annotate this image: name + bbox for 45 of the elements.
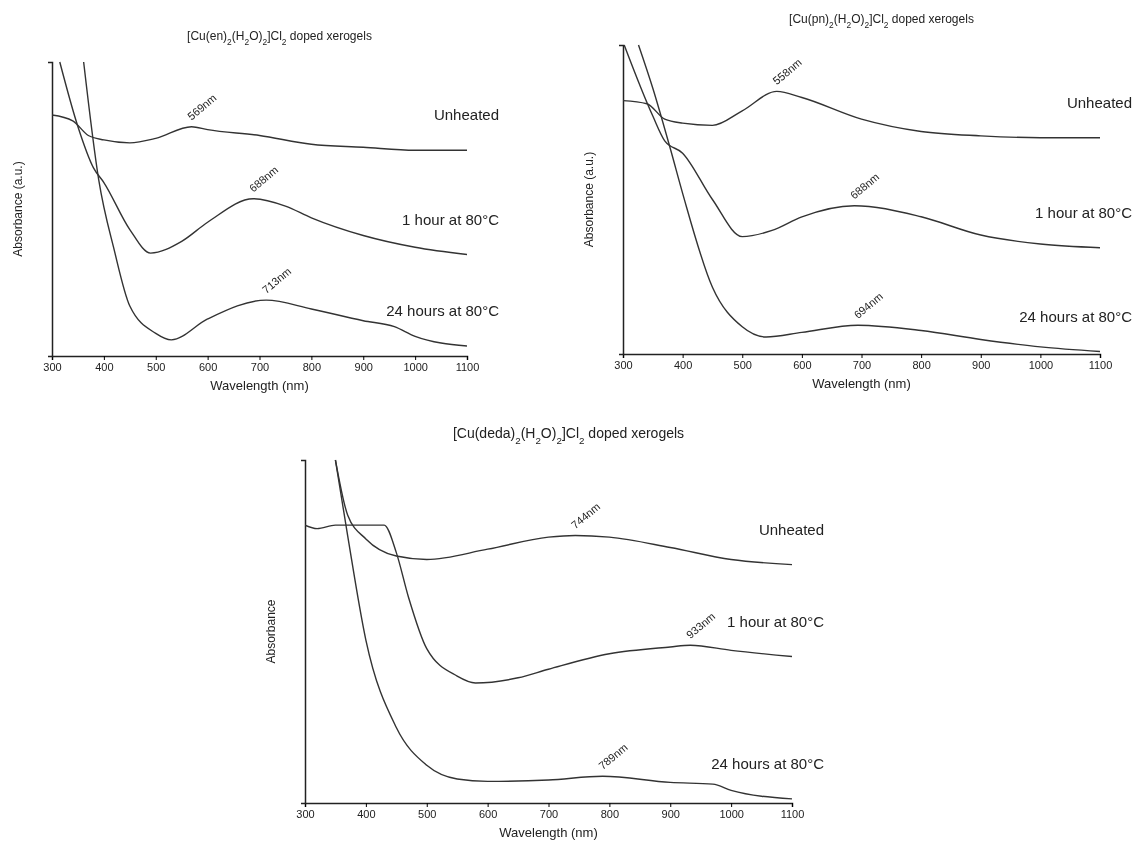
x-axis-title: Wavelength (nm) [812,376,911,391]
x-axis-title: Wavelength (nm) [210,378,309,393]
x-tick-label: 800 [912,358,931,371]
series-label: Unheated [758,520,824,538]
y-axis-title: Absorbance (a.u.) [11,161,25,257]
chart-title: [Cu(en)$_{2}$(H$_{2}$O)$_{2}$]Cl$_{2}$ doped xerogels [187,29,372,47]
x-tick-label: 900 [972,358,991,371]
series-label: Unheated [1066,93,1132,111]
x-tick-label: 400 [95,360,114,373]
x-tick-label: 1100 [780,807,805,820]
series-label: Unheated [433,106,499,124]
x-tick-label: 900 [661,807,680,820]
series-label: 24 hours at 80°C [1019,307,1133,325]
x-tick-label: 700 [539,807,559,820]
x-tick-label: 400 [357,807,376,820]
x-tick-label: 600 [793,358,812,371]
x-axis-title: Wavelength (nm) [499,825,598,840]
x-tick-label: 1100 [1088,358,1113,371]
series-label: 1 hour at 80°C [727,612,825,630]
x-tick-label: 1100 [455,360,480,373]
x-tick-label: 300 [43,360,62,373]
x-tick-label: 500 [733,358,752,371]
x-tick-label: 700 [250,360,270,373]
series-label: 24 hours at 80°C [386,302,500,319]
y-axis-title: Absorbance [264,599,278,664]
series-label: 1 hour at 80°C [402,210,500,228]
x-tick-label: 500 [147,360,166,373]
y-axis-title: Absorbance (a.u.) [582,151,596,248]
x-tick-label: 1000 [403,360,428,373]
chart-title: [Cu(pn)$_{2}$(H$_{2}$O)$_{2}$]Cl$_{2}$ doped xerogels [789,12,974,30]
x-tick-label: 600 [198,360,218,373]
x-tick-label: 400 [673,358,693,371]
chart-title: [Cu(deda)$_{2}$(H$_{2}$O)$_{2}$]Cl$_{2}$ doped xerogels [452,425,685,446]
x-tick-label: 500 [418,807,437,820]
series-label: 1 hour at 80°C [1035,203,1133,221]
x-tick-label: 700 [852,358,872,371]
x-tick-label: 1000 [719,807,744,820]
x-tick-label: 900 [354,360,373,373]
x-tick-label: 800 [302,360,322,373]
x-tick-label: 300 [614,358,633,371]
series-label: 24 hours at 80°C [711,754,825,772]
x-tick-label: 1000 [1028,358,1054,371]
x-tick-label: 800 [600,807,620,820]
x-tick-label: 300 [296,807,315,820]
x-tick-label: 600 [478,807,498,820]
